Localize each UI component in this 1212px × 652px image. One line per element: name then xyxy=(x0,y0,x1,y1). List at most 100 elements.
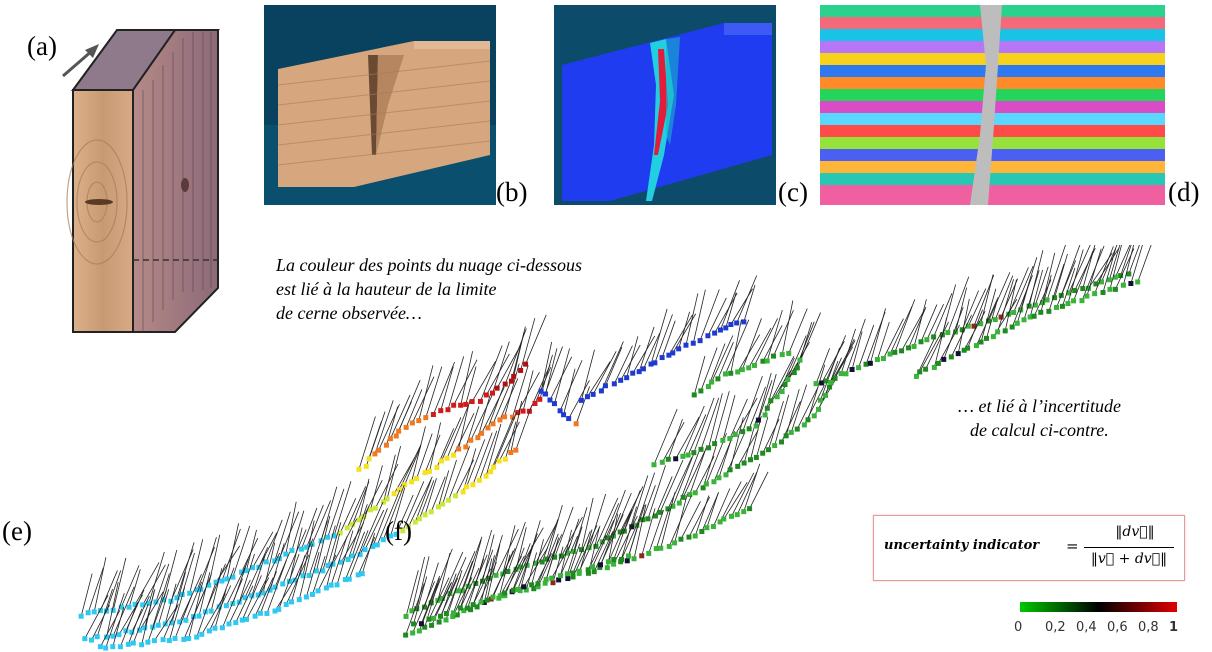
cloud-point xyxy=(602,383,608,389)
displacement-vector xyxy=(672,454,694,507)
displacement-vector xyxy=(955,287,968,333)
displacement-vector xyxy=(490,416,514,472)
displacement-vector xyxy=(560,516,583,557)
cloud-point xyxy=(659,355,665,361)
cloud-point xyxy=(887,351,893,357)
cloud-point xyxy=(393,433,399,439)
displacement-vector xyxy=(845,318,866,374)
displacement-vector xyxy=(660,492,676,549)
height-colored-vector-cloud xyxy=(78,275,758,651)
cloud-point xyxy=(155,622,161,628)
cloud-point xyxy=(760,358,766,364)
displacement-vector xyxy=(453,560,473,613)
cloud-point xyxy=(959,327,965,333)
cloud-point xyxy=(255,592,261,598)
cloud-point xyxy=(593,543,599,549)
displacement-vector xyxy=(678,311,691,349)
displacement-vector xyxy=(719,481,742,523)
displacement-vector xyxy=(736,472,758,515)
displacement-vector xyxy=(675,416,700,459)
colorbar-tick-label: 0,8 xyxy=(1138,620,1159,635)
displacement-vector xyxy=(470,393,494,441)
cloud-point xyxy=(428,509,434,515)
cloud-point xyxy=(551,401,557,407)
displacement-vector xyxy=(487,382,506,429)
colorbar-tick-label: 0,4 xyxy=(1076,620,1097,635)
cloud-point xyxy=(880,356,886,362)
cloud-point xyxy=(618,377,624,383)
displacement-vector xyxy=(1067,249,1084,304)
cloud-point xyxy=(728,370,734,376)
displacement-vector xyxy=(825,360,839,396)
displacement-vector xyxy=(773,310,794,357)
cloud-point xyxy=(589,564,595,570)
cloud-point xyxy=(484,597,490,603)
cloud-point xyxy=(631,556,637,562)
cloud-point xyxy=(91,609,97,615)
displacement-vector xyxy=(386,446,402,500)
cloud-point xyxy=(1027,314,1033,320)
displacement-vector xyxy=(226,523,239,580)
cloud-point xyxy=(698,388,704,394)
cloud-point xyxy=(338,559,344,565)
cloud-point xyxy=(129,629,135,635)
cloud-point xyxy=(508,378,514,384)
displacement-vector xyxy=(513,326,526,377)
displacement-vector xyxy=(132,604,149,644)
cloud-point xyxy=(78,613,84,619)
cloud-point xyxy=(418,621,424,627)
cloud-point xyxy=(691,392,697,398)
displacement-vector xyxy=(537,534,563,587)
cloud-point xyxy=(289,547,295,553)
displacement-vector xyxy=(359,501,384,555)
displacement-vector xyxy=(480,558,493,603)
cloud-point xyxy=(82,636,88,642)
displacement-vector xyxy=(601,341,624,392)
cloud-point xyxy=(414,606,420,612)
displacement-vector xyxy=(687,414,707,456)
cloud-point xyxy=(779,439,785,445)
cloud-point xyxy=(403,424,409,430)
displacement-vector xyxy=(467,558,485,609)
displacement-vector xyxy=(545,348,558,395)
formula-lhs: uncertainty indicator xyxy=(884,538,1040,553)
displacement-vector xyxy=(382,484,405,540)
cloud-point xyxy=(455,588,461,594)
cloud-point xyxy=(728,322,734,328)
displacement-vector xyxy=(260,571,277,614)
displacement-vector xyxy=(289,527,303,582)
cloud-point xyxy=(391,491,397,497)
displacement-vector xyxy=(440,577,459,617)
cloud-point xyxy=(1071,298,1077,304)
cloud-point xyxy=(502,593,508,599)
uncertainty-colorbar xyxy=(1020,602,1177,612)
displacement-vector xyxy=(749,471,769,509)
displacement-vector xyxy=(460,351,473,406)
cloud-point xyxy=(711,479,717,485)
cloud-point xyxy=(811,413,817,419)
displacement-vector xyxy=(580,349,595,401)
displacement-vector xyxy=(1086,248,1102,297)
displacement-vector xyxy=(306,504,324,548)
displacement-vector xyxy=(225,565,247,606)
displacement-vector xyxy=(1034,266,1049,306)
displacement-vector xyxy=(134,562,160,605)
displacement-vector xyxy=(1122,245,1135,286)
displacement-vector xyxy=(692,289,706,344)
colorbar-tick-labels: 0 0,2 0,4 0,6 0,8 1 xyxy=(1014,620,1186,638)
displacement-vector xyxy=(708,393,723,448)
cloud-point xyxy=(823,378,829,384)
cloud-point xyxy=(1011,309,1017,315)
displacement-vector xyxy=(621,518,640,560)
displacement-vector xyxy=(274,573,299,612)
cloud-point xyxy=(446,497,452,503)
cloud-point xyxy=(502,381,508,387)
displacement-vector xyxy=(908,306,927,349)
displacement-vector xyxy=(96,588,113,637)
cloud-point xyxy=(460,588,466,594)
cloud-point xyxy=(405,524,411,530)
displacement-vector xyxy=(711,335,734,383)
cloud-point xyxy=(383,442,389,448)
cloud-point xyxy=(1072,288,1078,294)
displacement-vector xyxy=(368,411,386,459)
